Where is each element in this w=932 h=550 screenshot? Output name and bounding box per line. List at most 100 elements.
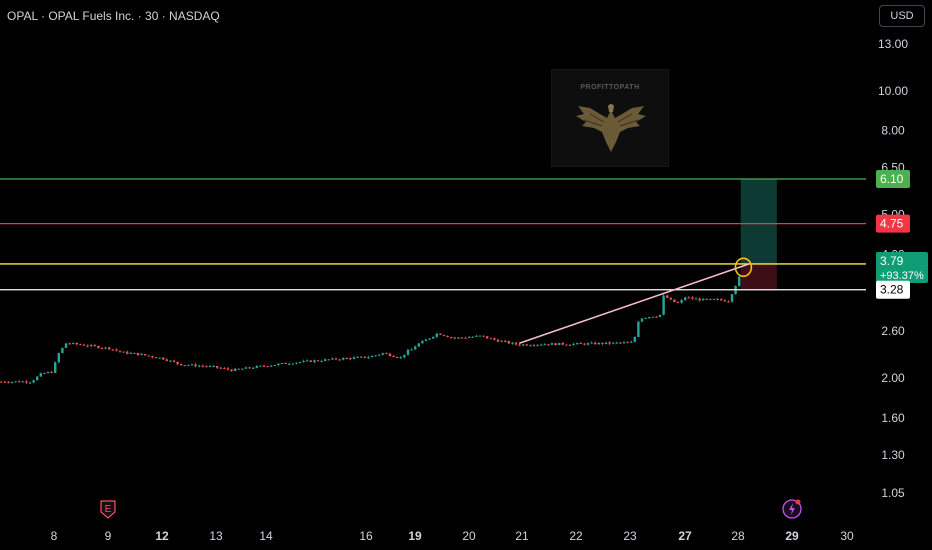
candle-body <box>424 339 428 342</box>
x-axis-tick-label: 8 <box>51 529 58 543</box>
candle-body <box>36 376 39 381</box>
candle-body <box>280 362 284 364</box>
candle-body <box>172 360 176 362</box>
candle-body <box>547 344 550 346</box>
candle-body <box>529 345 532 347</box>
candle-body <box>662 295 665 315</box>
price-label-text-stop: 4.75 <box>880 217 904 231</box>
x-axis-tick-label: 16 <box>359 529 373 543</box>
candle-body <box>82 344 86 346</box>
candle-body <box>608 342 611 344</box>
candle-body <box>334 358 338 360</box>
candle-body <box>252 367 255 369</box>
candle-body <box>316 360 320 362</box>
candle-body <box>288 363 291 365</box>
candle-body <box>428 338 431 340</box>
price-label-change: +93.37% <box>880 270 924 282</box>
candle-body <box>442 334 446 336</box>
candle-body <box>61 347 64 354</box>
candle-body <box>666 295 669 298</box>
candle-body <box>219 367 222 369</box>
candle-body <box>684 297 687 301</box>
candle-body <box>97 345 100 348</box>
x-axis-tick-label: 19 <box>408 529 422 543</box>
price-label-text-current: 3.79 <box>880 254 904 268</box>
candle-body <box>363 356 366 358</box>
y-axis-tick-label: 1.60 <box>881 411 905 425</box>
candle-body <box>468 337 471 339</box>
candle-body <box>374 355 377 357</box>
candle-body <box>320 360 323 362</box>
y-axis-tick-label: 13.00 <box>878 37 908 51</box>
y-axis-tick-label: 1.05 <box>881 486 905 500</box>
earnings-marker-label: E <box>105 504 112 515</box>
currency-button[interactable]: USD <box>879 5 925 27</box>
candle-body <box>738 276 741 286</box>
candle-body <box>0 381 3 383</box>
candle-body <box>496 339 500 342</box>
x-axis-tick-label: 27 <box>678 529 692 543</box>
candle-body <box>266 366 269 368</box>
candle-body <box>90 344 93 346</box>
candle-body <box>702 298 705 301</box>
x-axis-tick-label: 22 <box>569 529 583 543</box>
candle-body <box>234 368 237 372</box>
candle-body <box>583 343 586 345</box>
candle-body <box>399 357 402 359</box>
candle-body <box>212 366 215 368</box>
candle-body <box>216 366 219 368</box>
candle-body <box>388 353 392 357</box>
candle-body <box>644 318 647 320</box>
loss-zone <box>740 263 777 290</box>
candle-body <box>450 337 453 339</box>
candle-body <box>622 342 626 344</box>
candle-body <box>579 343 582 345</box>
candle-body <box>3 381 6 383</box>
candle-body <box>561 342 564 345</box>
candle-body <box>108 347 111 350</box>
candle-body <box>75 342 78 345</box>
x-axis-tick-label: 13 <box>209 529 223 543</box>
chart-title[interactable]: OPAL · OPAL Fuels Inc. · 30 · NASDAQ <box>7 9 220 23</box>
highlight-circle <box>734 257 753 278</box>
x-axis-tick-label: 30 <box>840 529 854 543</box>
candle-body <box>576 343 579 345</box>
candle-body <box>187 365 190 367</box>
candle-body <box>687 297 690 299</box>
candle-body <box>493 338 496 340</box>
candle-body <box>619 342 622 344</box>
x-axis-tick-label: 20 <box>462 529 476 543</box>
candle-body <box>536 344 539 346</box>
candle-body <box>720 299 723 301</box>
candle-body <box>514 342 518 345</box>
candle-body <box>86 345 89 347</box>
candle-body <box>637 321 640 337</box>
candle-body <box>669 297 672 300</box>
candle-body <box>208 366 212 368</box>
candle-body <box>7 382 10 384</box>
price-label-entry <box>876 280 910 299</box>
candle-body <box>698 298 701 301</box>
candle-body <box>104 347 107 349</box>
candle-body <box>446 335 449 338</box>
candle-body <box>10 381 14 383</box>
candle-body <box>482 335 485 337</box>
candle-body <box>331 358 334 360</box>
candle-body <box>255 365 258 368</box>
candle-body <box>100 347 104 349</box>
candles <box>0 275 741 384</box>
candle-body <box>133 352 136 354</box>
candle-body <box>169 360 172 362</box>
candle-body <box>284 362 287 365</box>
candle-body <box>201 365 204 367</box>
trend-line <box>519 263 750 345</box>
candle-body <box>262 365 266 367</box>
candle-body <box>324 359 327 361</box>
x-axis-tick-label: 29 <box>785 529 799 543</box>
candle-body <box>28 382 32 384</box>
candle-body <box>230 369 233 372</box>
candle-body <box>597 342 600 345</box>
watermark-text: PROFITTOPATH <box>580 84 640 91</box>
candle-body <box>417 343 420 347</box>
